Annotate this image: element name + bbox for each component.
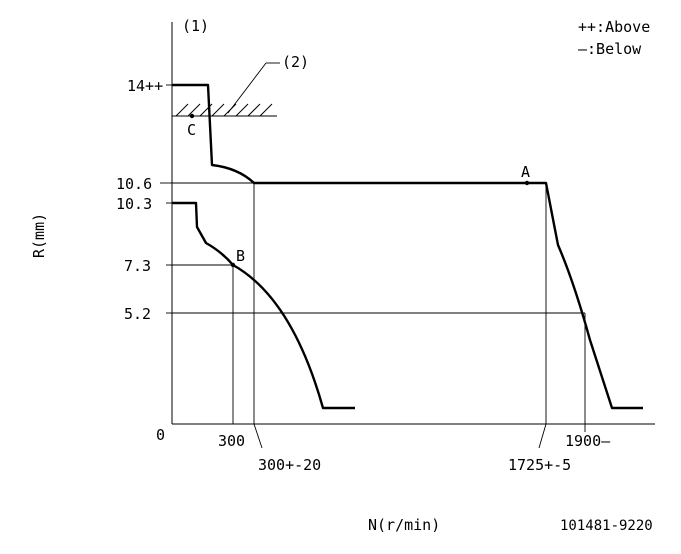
- point-c-label: C: [187, 121, 196, 139]
- x-tick-label-1725: 1725+-5: [508, 456, 571, 474]
- legend-above: ++:Above: [578, 18, 650, 36]
- legend-below: —:Below: [578, 40, 642, 58]
- leader-2: [227, 62, 267, 114]
- marker-1: (1): [182, 17, 209, 35]
- point-a-marker: [524, 180, 530, 186]
- x-axis-label: N(r/min): [368, 516, 440, 534]
- point-b-label: B: [236, 247, 245, 265]
- point-c-marker: [189, 113, 195, 119]
- lower-curve: [172, 201, 355, 410]
- y-tick-label-10-3: 10.3: [116, 195, 152, 213]
- y-tick-label-14: 14++: [127, 77, 163, 95]
- y-axis-label: R(mm): [30, 213, 48, 258]
- marker-2: (2): [282, 53, 309, 71]
- y-tick-label-5-2: 5.2: [124, 305, 151, 323]
- y-tick-label-10-6: 10.6: [116, 175, 152, 193]
- origin-label: 0: [156, 426, 165, 444]
- hatch-marks: [175, 103, 273, 117]
- point-b-marker: [230, 262, 236, 268]
- x-tick-label-1900: 1900—: [565, 432, 611, 450]
- x-tick-label-300-20: 300+-20: [258, 456, 321, 474]
- leader-300-20: [253, 423, 263, 449]
- y-tick-label-7-3: 7.3: [124, 257, 151, 275]
- upper-curve: [172, 83, 643, 410]
- x-tick-label-300: 300: [218, 432, 245, 450]
- point-a-label: A: [521, 163, 530, 181]
- leader-1725: [538, 423, 547, 449]
- part-number: 101481-9220: [560, 518, 653, 534]
